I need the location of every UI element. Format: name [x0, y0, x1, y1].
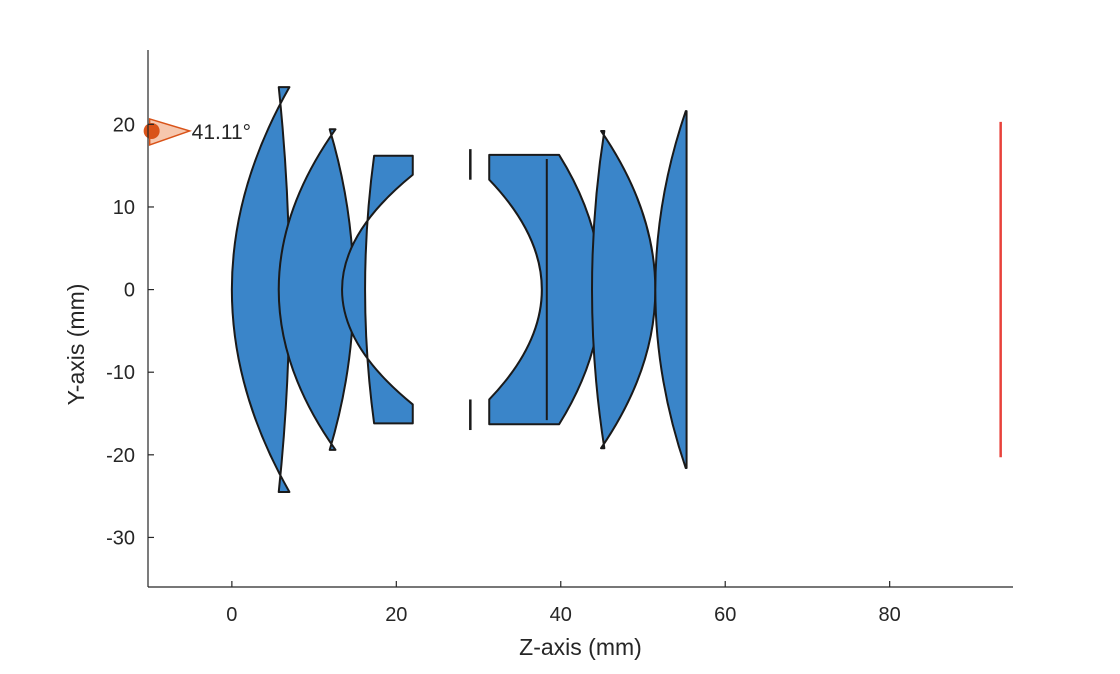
lens-6: [654, 110, 688, 470]
lens-1: [230, 86, 291, 493]
lens-2: [277, 128, 355, 451]
y-tick-label: 0: [124, 280, 135, 302]
y-tick-label: -20: [106, 445, 135, 467]
x-tick-label: 0: [226, 604, 237, 626]
y-tick-label: 10: [113, 197, 135, 219]
x-tick-label: 40: [550, 604, 572, 626]
y-axis-title: Y-axis (mm): [63, 284, 89, 406]
x-ticks: 0 20 40 60 80: [226, 581, 901, 626]
x-tick-label: 80: [879, 604, 901, 626]
x-axis-title: Z-axis (mm): [519, 634, 642, 660]
lens-elements: [230, 86, 688, 493]
lens-3: [341, 154, 414, 425]
y-tick-label: 20: [113, 114, 135, 136]
lens-4: [488, 153, 603, 426]
y-tick-label: -30: [106, 527, 135, 549]
field-angle-label: 41.11°: [192, 121, 251, 144]
x-tick-label: 20: [385, 604, 407, 626]
lens-5: [591, 129, 657, 450]
y-tick-label: -10: [106, 362, 135, 384]
x-tick-label: 60: [714, 604, 736, 626]
ray-source-marker: [143, 122, 160, 139]
axes: 0 20 40 60 80 20 10 0 -10 -20 -30 Z-axis (mm) Y-a…: [63, 50, 1013, 660]
y-ticks: 20 10 0 -10 -20 -30: [106, 114, 154, 549]
